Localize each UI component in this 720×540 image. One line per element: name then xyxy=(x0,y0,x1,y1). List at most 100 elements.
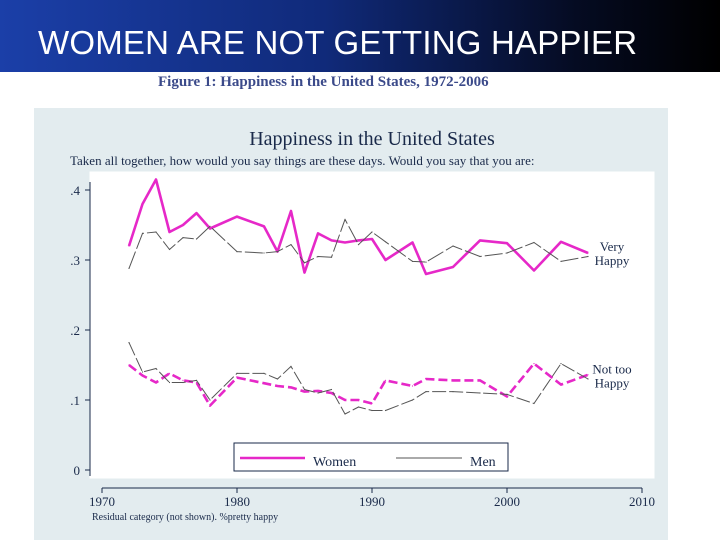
data-point-women xyxy=(263,382,265,384)
data-point-women xyxy=(141,374,144,377)
data-point-women xyxy=(533,363,535,365)
data-point-men xyxy=(411,399,414,401)
data-point-men xyxy=(303,388,306,391)
figure-caption: Figure 1: Happiness in the United States… xyxy=(158,74,489,90)
data-point-men xyxy=(533,402,535,405)
data-point-women xyxy=(182,224,184,226)
data-point-men xyxy=(425,261,427,263)
data-point-men xyxy=(128,267,130,269)
annotation-very-happy: Very xyxy=(600,239,625,254)
data-point-women xyxy=(128,245,130,247)
legend-label-men: Men xyxy=(470,455,496,470)
data-point-men xyxy=(506,252,508,254)
data-point-men xyxy=(209,225,211,227)
slide-title: WOMEN ARE NOT GETTING HAPPIER xyxy=(38,24,638,61)
data-point-women xyxy=(425,378,427,380)
data-point-women xyxy=(141,203,144,205)
data-point-women xyxy=(195,212,198,214)
data-point-men xyxy=(236,251,238,253)
data-point-men xyxy=(560,260,562,262)
data-point-men xyxy=(357,244,360,246)
data-point-women xyxy=(452,379,454,381)
data-point-men xyxy=(371,409,373,412)
data-point-men xyxy=(330,256,333,258)
series-line-men-not-too-happy xyxy=(128,342,589,415)
y-tick-label: 0 xyxy=(74,463,81,478)
data-point-men xyxy=(141,232,144,234)
legend-label-women: Women xyxy=(313,455,356,470)
data-point-men xyxy=(344,218,346,220)
data-point-women xyxy=(303,391,306,393)
annotation-very-happy: Happy xyxy=(595,253,630,268)
data-point-men xyxy=(276,378,279,380)
data-point-women xyxy=(371,402,373,405)
series-line-women-not-too-happy xyxy=(128,362,589,407)
data-point-men xyxy=(587,378,589,380)
data-point-women xyxy=(384,259,387,261)
data-point-men xyxy=(560,363,562,365)
data-point-women xyxy=(371,238,373,240)
data-point-women xyxy=(236,377,238,379)
x-tick-label: 2010 xyxy=(629,494,655,509)
data-point-women xyxy=(452,266,454,268)
data-point-men xyxy=(411,260,414,262)
data-point-men xyxy=(209,399,211,401)
data-point-women xyxy=(587,252,589,254)
data-point-women xyxy=(344,399,346,401)
data-point-women xyxy=(330,239,333,241)
data-point-women xyxy=(384,379,387,381)
data-point-women xyxy=(276,385,279,387)
data-point-women xyxy=(560,241,562,243)
data-point-men xyxy=(384,241,387,243)
chart-title: Happiness in the United States xyxy=(249,128,495,150)
data-point-women xyxy=(357,399,360,401)
data-point-men xyxy=(155,367,157,370)
data-point-men xyxy=(195,238,198,240)
data-point-women xyxy=(195,381,198,384)
data-point-women xyxy=(344,241,346,244)
annotation-not-too-happy: Happy xyxy=(595,376,630,391)
data-point-men xyxy=(506,393,508,395)
data-point-women xyxy=(317,390,319,392)
x-tick-label: 1980 xyxy=(224,494,250,509)
data-point-men xyxy=(276,251,279,253)
data-point-men xyxy=(371,231,373,233)
data-point-men xyxy=(236,372,238,374)
data-point-women xyxy=(209,405,211,407)
data-point-women xyxy=(209,227,211,230)
data-point-men xyxy=(263,372,265,374)
data-point-women xyxy=(330,392,333,394)
data-point-women xyxy=(155,381,157,384)
plot-background xyxy=(89,171,655,479)
data-point-women xyxy=(317,232,319,234)
data-point-women xyxy=(560,384,562,386)
data-point-women xyxy=(533,269,535,272)
data-point-men xyxy=(357,406,360,408)
data-point-women xyxy=(263,225,265,227)
data-point-men xyxy=(141,371,144,373)
data-point-women xyxy=(236,216,238,218)
data-point-women xyxy=(411,385,414,387)
y-tick-label: .1 xyxy=(70,393,80,408)
data-point-men xyxy=(182,237,184,239)
data-point-women xyxy=(168,372,171,374)
data-point-men xyxy=(317,392,319,394)
data-point-men xyxy=(168,248,171,251)
data-point-women xyxy=(290,210,292,212)
data-point-women xyxy=(425,273,427,275)
chart-subtitle: Taken all together, how would you say th… xyxy=(70,153,534,168)
data-point-women xyxy=(587,374,589,376)
data-point-men xyxy=(128,342,130,344)
data-point-women xyxy=(479,239,481,241)
data-point-women xyxy=(182,379,184,381)
data-point-women xyxy=(506,395,508,398)
data-point-men xyxy=(317,255,319,258)
chart-note: Residual category (not shown). %pretty h… xyxy=(92,512,278,523)
data-point-men xyxy=(303,262,306,264)
data-point-men xyxy=(344,413,346,415)
data-point-men xyxy=(384,409,387,412)
data-point-men xyxy=(452,245,454,247)
y-tick-label: .4 xyxy=(70,183,80,198)
title-bar: WOMEN ARE NOT GETTING HAPPIER xyxy=(0,0,720,72)
